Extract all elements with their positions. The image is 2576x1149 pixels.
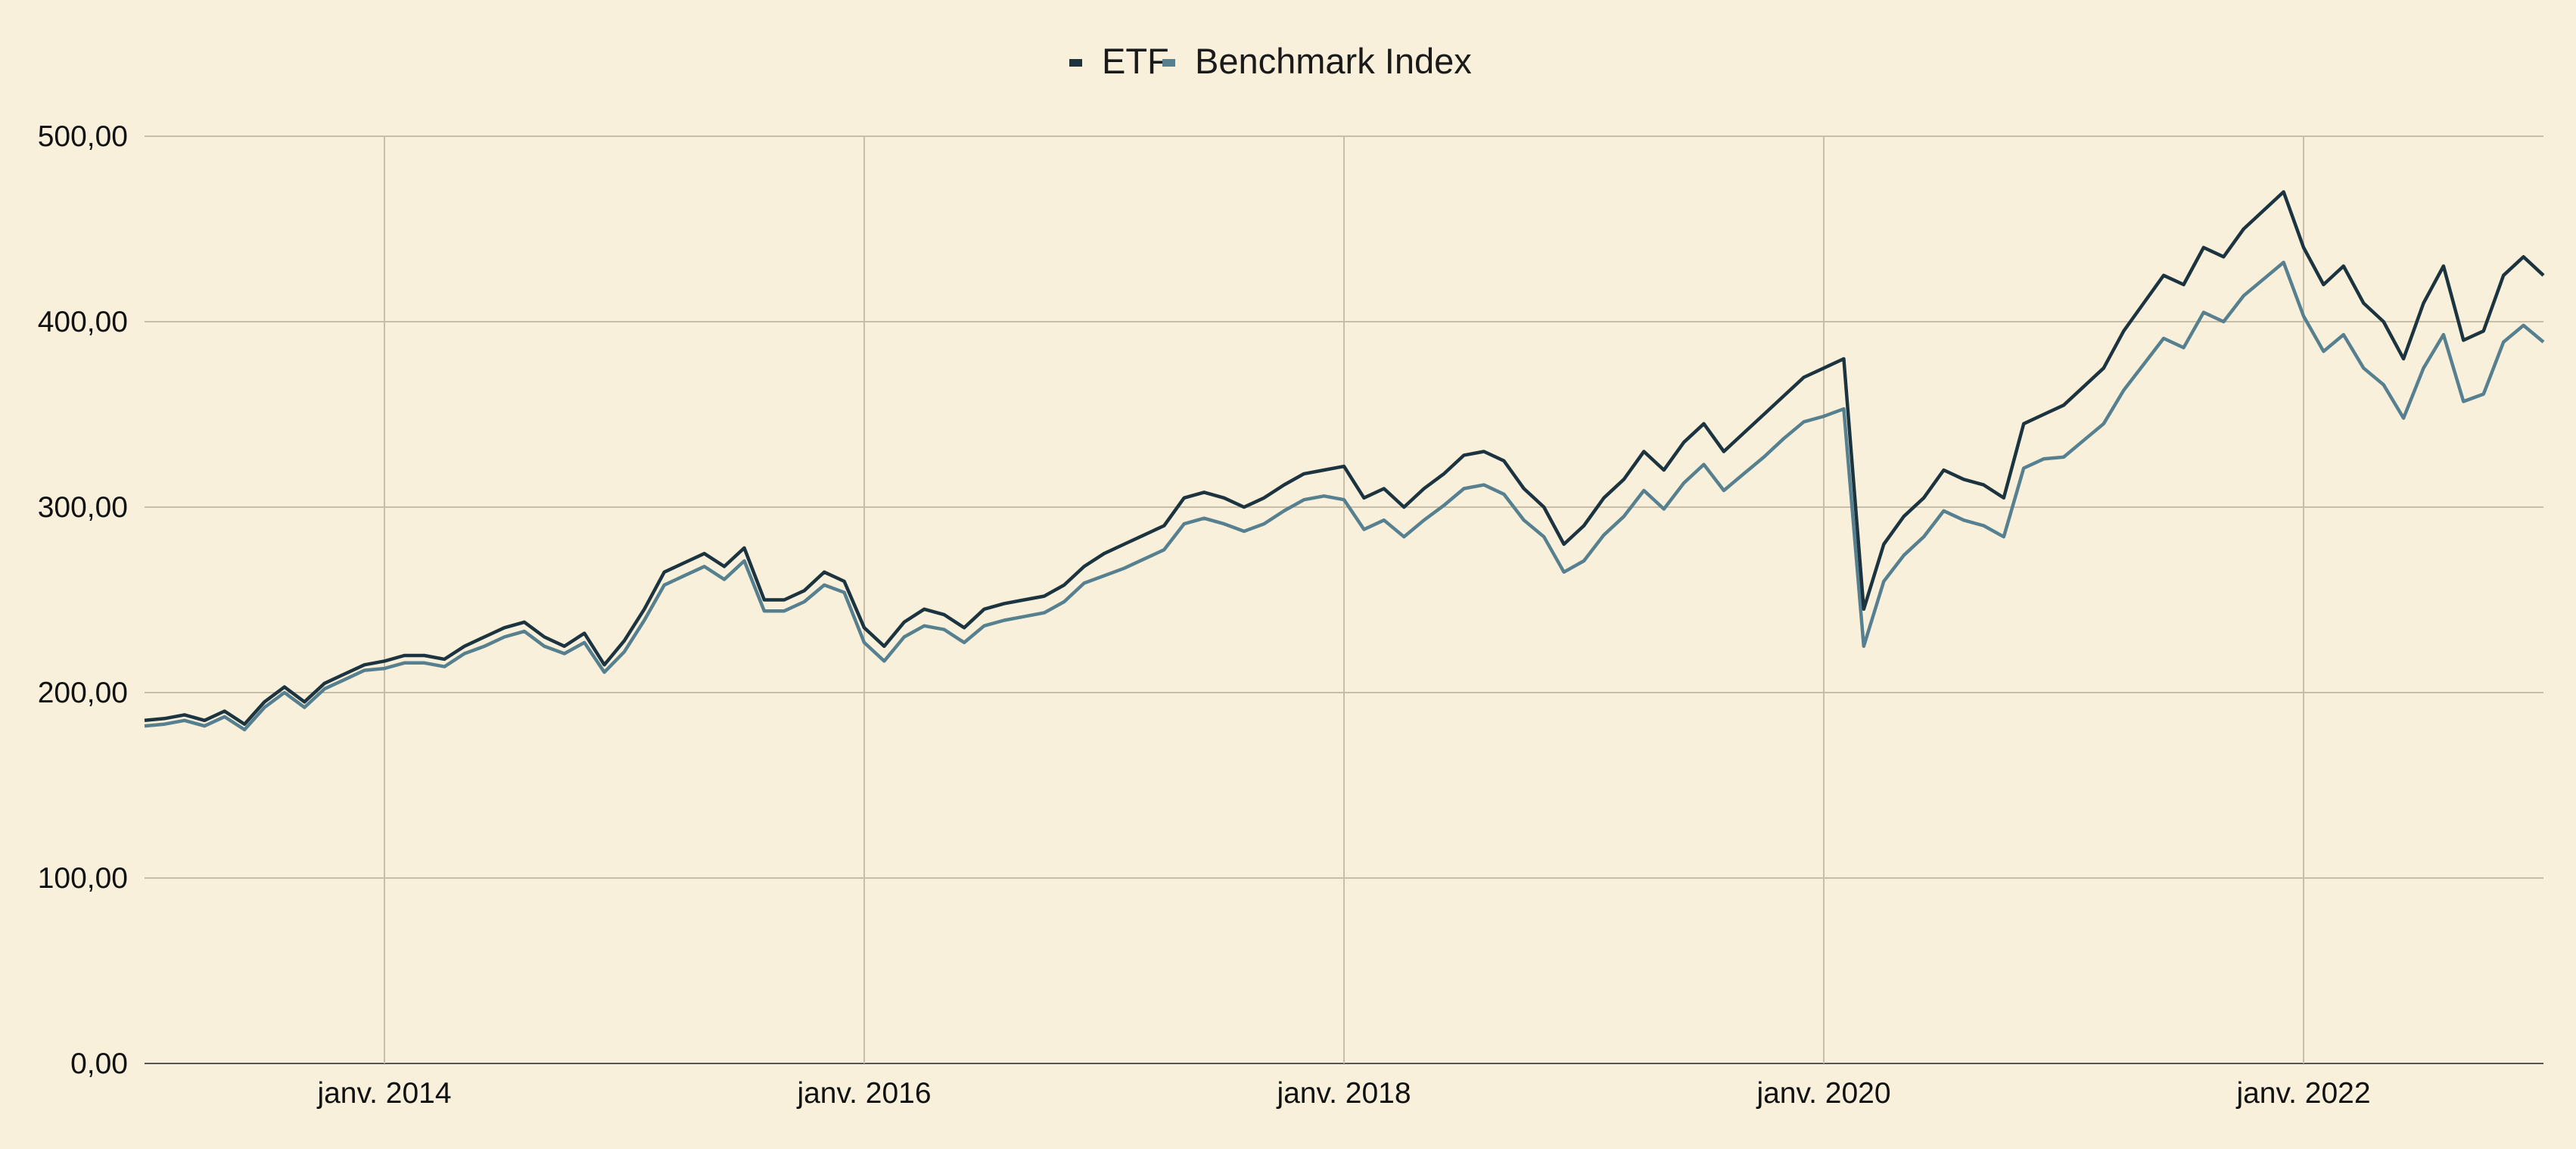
- series-lines: [144, 190, 2545, 732]
- y-axis-ticks: 0,00 100,00 200,00 300,00 400,00 500,00: [38, 120, 128, 1080]
- x-tick-label: janv. 2022: [2235, 1077, 2370, 1110]
- y-tick-label: 300,00: [38, 491, 128, 524]
- x-tick-label: janv. 2014: [316, 1077, 451, 1110]
- x-tick-label: janv. 2016: [796, 1077, 931, 1110]
- y-tick-label: 500,00: [38, 120, 128, 153]
- x-tick-label: janv. 2018: [1276, 1077, 1411, 1110]
- y-tick-label: 100,00: [38, 862, 128, 895]
- y-tick-label: 400,00: [38, 306, 128, 338]
- legend: ETF Benchmark Index: [1069, 41, 1472, 81]
- y-tick-label: 200,00: [38, 677, 128, 709]
- legend-label-etf[interactable]: ETF: [1102, 41, 1169, 81]
- x-tick-label: janv. 2020: [1756, 1077, 1890, 1110]
- legend-swatch-etf: [1069, 59, 1082, 67]
- legend-label-benchmark[interactable]: Benchmark Index: [1195, 41, 1472, 81]
- series-line-benchmark-index: [144, 260, 2545, 732]
- grid: [145, 135, 2543, 1064]
- legend-swatch-benchmark: [1162, 59, 1175, 67]
- x-axis-ticks: janv. 2014 janv. 2016 janv. 2018 janv. 2020…: [316, 1077, 2370, 1110]
- y-tick-label: 0,00: [70, 1048, 128, 1080]
- series-line-etf: [144, 190, 2545, 726]
